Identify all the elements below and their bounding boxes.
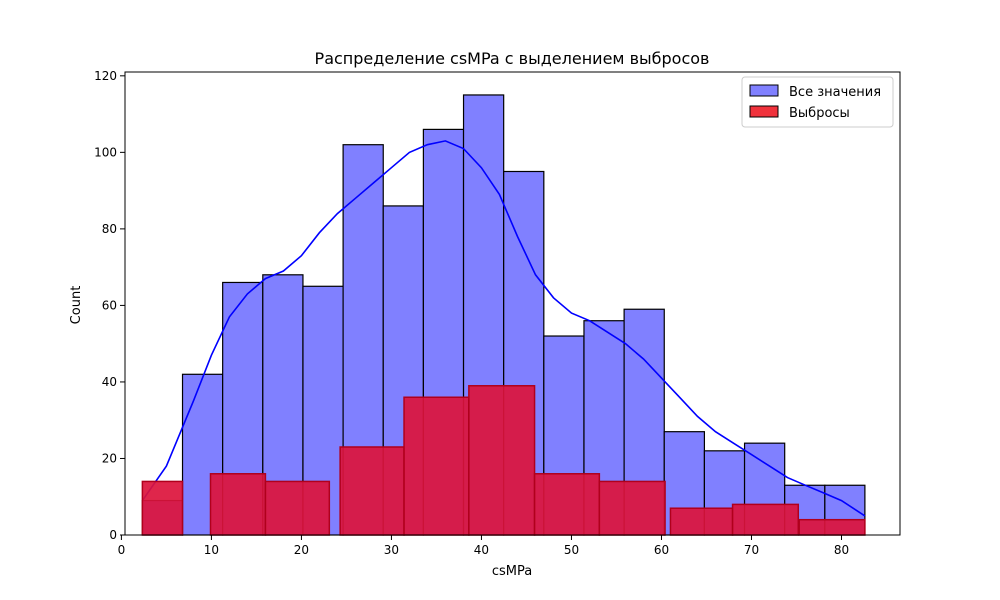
- y-tick-label: 100: [94, 145, 117, 159]
- bar-outliers: [339, 446, 405, 536]
- x-tick-label: 10: [204, 543, 219, 557]
- bar-outliers: [731, 503, 800, 536]
- bar-outliers: [468, 385, 536, 536]
- y-axis: 0 20 40 60 80 100 120: [94, 69, 125, 542]
- y-tick-label: 40: [102, 375, 117, 389]
- y-tick-label: 20: [102, 451, 117, 465]
- plot-frame: [124, 71, 901, 536]
- bar-outliers: [403, 396, 470, 536]
- legend-swatch-outliers: [749, 105, 779, 118]
- x-tick-label: 70: [744, 543, 759, 557]
- y-axis-label: Count: [69, 286, 84, 325]
- legend: Все значения Выбросы: [741, 76, 894, 128]
- y-tick-label: 0: [109, 528, 117, 542]
- kde-line: [141, 140, 866, 517]
- x-tick-label: 60: [654, 543, 669, 557]
- plot-area: [124, 71, 901, 536]
- y-tick-label: 120: [94, 69, 117, 83]
- chart-title: Распределение csMPa с выделением выбросо…: [315, 49, 710, 68]
- x-axis-label: csMPa: [492, 564, 532, 579]
- bar-outliers: [264, 480, 331, 536]
- legend-label-all: Все значения: [789, 85, 881, 100]
- x-tick-label: 40: [474, 543, 489, 557]
- bar-outliers: [533, 473, 601, 536]
- x-tick-label: 80: [834, 543, 849, 557]
- x-axis: 0 10 20 30 40 50 60 70 80: [118, 535, 849, 557]
- bar-outliers: [669, 507, 734, 536]
- bar-outliers: [141, 480, 184, 536]
- legend-label-outliers: Выбросы: [789, 106, 850, 121]
- legend-swatch-all: [749, 84, 779, 97]
- bar-outliers: [798, 518, 866, 536]
- x-tick-label: 20: [294, 543, 309, 557]
- y-tick-label: 80: [102, 222, 117, 236]
- bar-outliers: [209, 473, 267, 536]
- x-tick-label: 50: [564, 543, 579, 557]
- bar-outliers: [598, 480, 666, 536]
- x-tick-label: 30: [384, 543, 399, 557]
- x-tick-label: 0: [118, 543, 126, 557]
- y-tick-label: 60: [102, 298, 117, 312]
- legend-frame: [741, 76, 894, 128]
